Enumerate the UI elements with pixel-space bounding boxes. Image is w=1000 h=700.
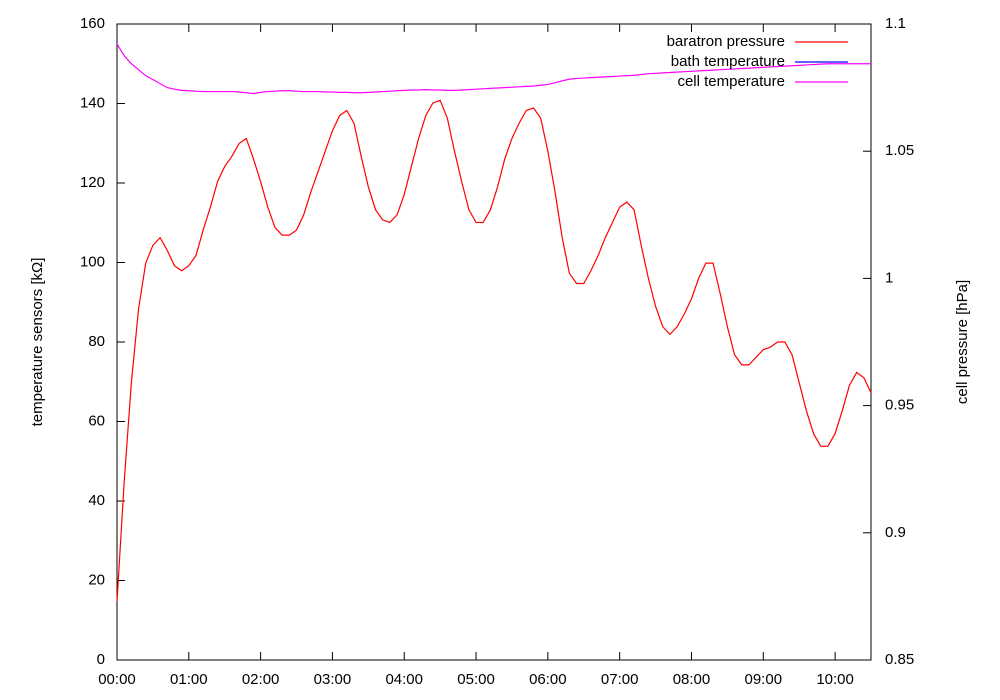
x-tick-label: 07:00	[601, 671, 639, 688]
legend-label: bath temperature	[671, 53, 785, 70]
x-tick-label: 03:00	[314, 671, 352, 688]
data-line	[116, 99, 872, 602]
y-tick-label: 140	[80, 94, 105, 111]
x-tick-label: 00:00	[98, 671, 136, 688]
x-tick-label: 02:00	[242, 671, 280, 688]
x-tick-label: 10:00	[816, 671, 854, 688]
y-tick-label: 160	[80, 15, 105, 32]
y-tick-label: 20	[88, 571, 105, 588]
y-axis-label: temperature sensors [kΩ]	[29, 258, 46, 427]
plot-frame	[116, 23, 872, 661]
x-tick-label: 04:00	[385, 671, 423, 688]
x-tick-label: 06:00	[529, 671, 567, 688]
y2-tick-label: 1	[885, 269, 893, 286]
y2-axis-label: cell pressure [hPa]	[954, 280, 971, 404]
y2-tick-label: 0.95	[885, 397, 914, 414]
legend-label: cell temperature	[677, 73, 785, 90]
y-tick-label: 60	[88, 412, 105, 429]
legend-label: baratron pressure	[667, 33, 785, 50]
y-tick-label: 100	[80, 253, 105, 270]
y2-tick-label: 1.05	[885, 142, 914, 159]
y-tick-label: 80	[88, 333, 105, 350]
x-tick-label: 05:00	[457, 671, 495, 688]
y-tick-label: 120	[80, 174, 105, 191]
y2-tick-label: 1.1	[885, 15, 906, 32]
x-tick-label: 09:00	[745, 671, 783, 688]
data-line	[116, 43, 871, 95]
y2-tick-label: 0.9	[885, 524, 906, 541]
y-tick-label: 40	[88, 492, 105, 509]
y-tick-label: 0	[97, 651, 105, 668]
y2-tick-label: 0.85	[885, 651, 914, 668]
x-tick-label: 08:00	[673, 671, 711, 688]
x-tick-label: 01:00	[170, 671, 208, 688]
